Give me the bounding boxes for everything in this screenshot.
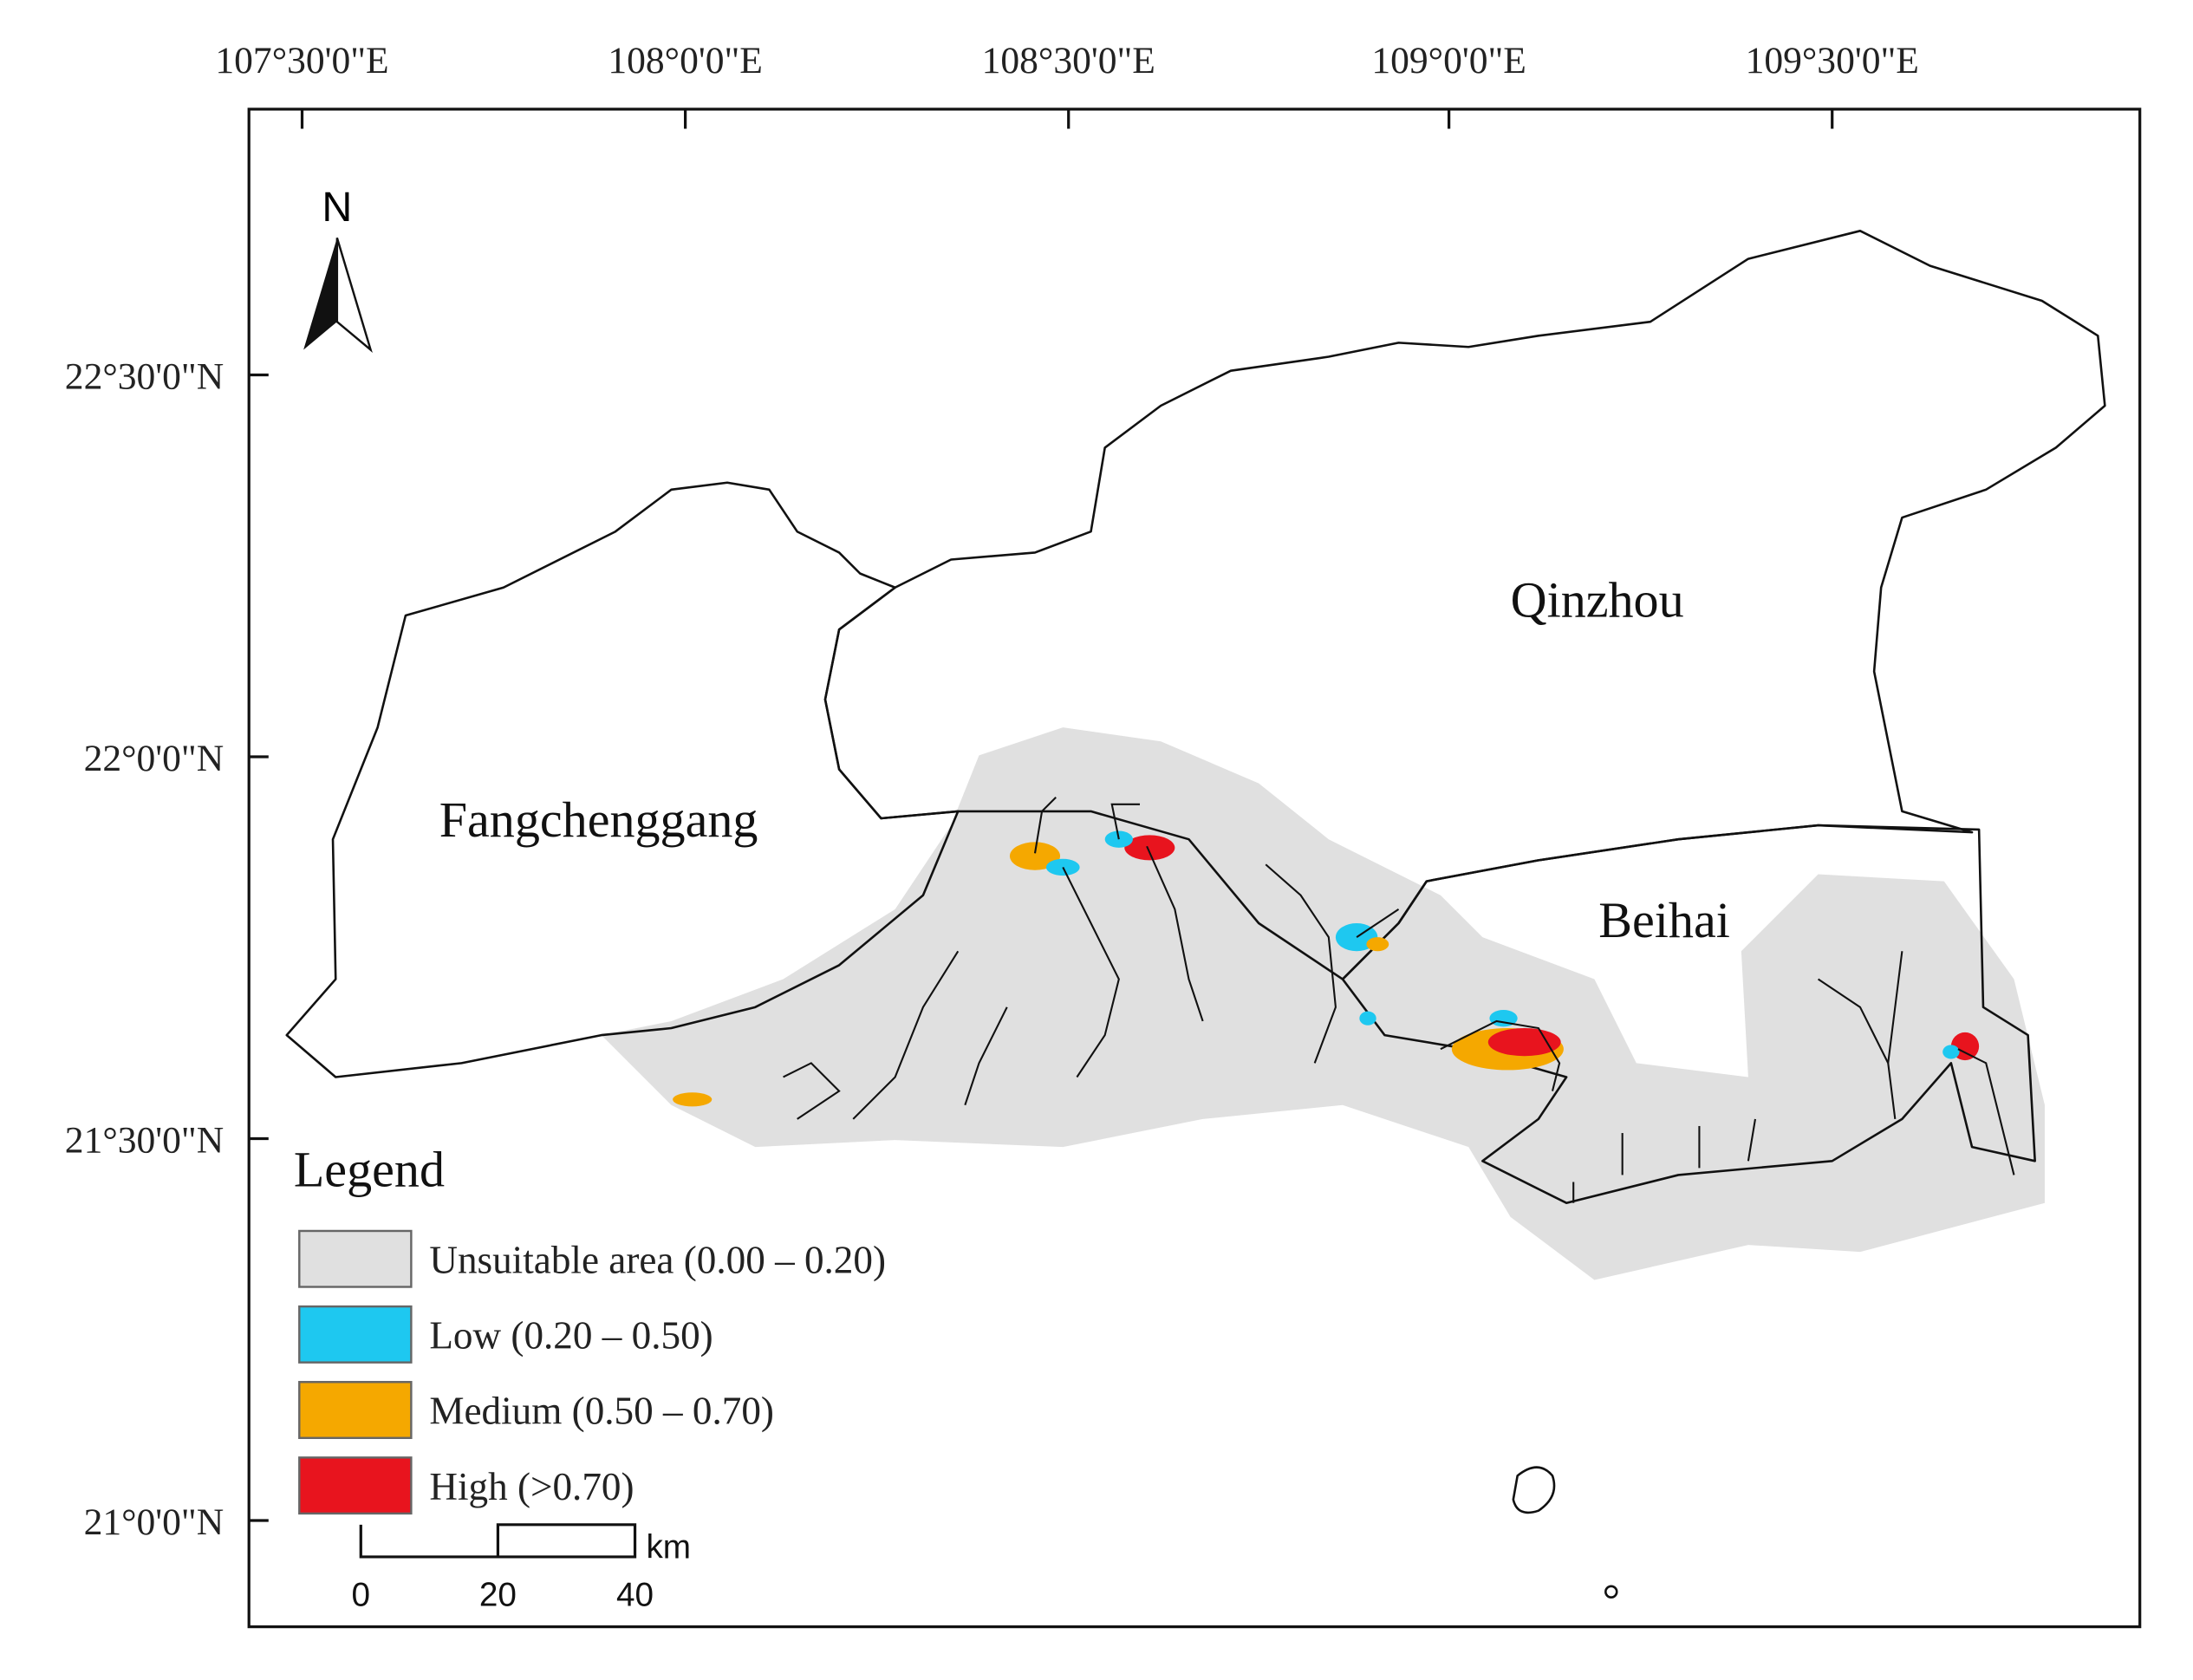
longitude-label: 109°0'0"E bbox=[1371, 40, 1526, 81]
legend-swatch bbox=[298, 1456, 413, 1515]
scale-label: 20 bbox=[479, 1576, 517, 1613]
region-label: Fangchenggang bbox=[439, 791, 758, 848]
islet bbox=[1604, 1585, 1618, 1599]
longitude-labels: 107°30'0"E 108°0'0"E 108°30'0"E 109°0'0"E 10… bbox=[215, 40, 1918, 81]
region-label: Beihai bbox=[1598, 892, 1730, 948]
longitude-label: 108°30'0"E bbox=[982, 40, 1155, 81]
unsuitable-area bbox=[601, 727, 2045, 1280]
suitability-patches bbox=[673, 830, 1980, 1107]
legend-swatch bbox=[298, 1381, 413, 1439]
legend-title: Legend bbox=[294, 1141, 445, 1197]
qinzhou-outline bbox=[823, 230, 2106, 980]
longitude-label: 107°30'0"E bbox=[215, 40, 388, 81]
latitude-labels: 22°30'0"N 22°0'0"N 21°30'0"N 21°0'0"N bbox=[65, 356, 224, 1543]
scale-bar: 0 20 40 km bbox=[352, 1523, 691, 1613]
latitude-label: 21°0'0"N bbox=[84, 1501, 225, 1543]
legend-swatch bbox=[298, 1229, 413, 1288]
legend-label: Medium (0.50 – 0.70) bbox=[429, 1390, 774, 1433]
graticule-ticks bbox=[249, 108, 1834, 1522]
legend-label: Unsuitable area (0.00 – 0.20) bbox=[429, 1238, 886, 1281]
legend-label: Low (0.20 – 0.50) bbox=[429, 1314, 713, 1358]
latitude-label: 22°0'0"N bbox=[84, 738, 225, 779]
latitude-label: 22°30'0"N bbox=[65, 356, 224, 398]
longitude-label: 109°30'0"E bbox=[1746, 40, 1919, 81]
longitude-label: 108°0'0"E bbox=[608, 40, 763, 81]
scale-label: 0 bbox=[352, 1576, 371, 1613]
latitude-label: 21°30'0"N bbox=[65, 1120, 224, 1162]
north-arrow: N bbox=[303, 184, 373, 353]
beihai-outline bbox=[1341, 824, 2036, 1204]
island bbox=[1512, 1466, 1556, 1514]
legend: Unsuitable area (0.00 – 0.20) Low (0.20 –… bbox=[298, 1229, 886, 1515]
region-label: Qinzhou bbox=[1511, 572, 1684, 628]
scale-unit: km bbox=[646, 1529, 691, 1566]
legend-swatch bbox=[298, 1305, 413, 1364]
north-label: N bbox=[322, 184, 352, 231]
legend-label: High (>0.70) bbox=[429, 1465, 634, 1508]
rivers bbox=[783, 797, 2015, 1203]
scale-label: 40 bbox=[616, 1576, 654, 1613]
